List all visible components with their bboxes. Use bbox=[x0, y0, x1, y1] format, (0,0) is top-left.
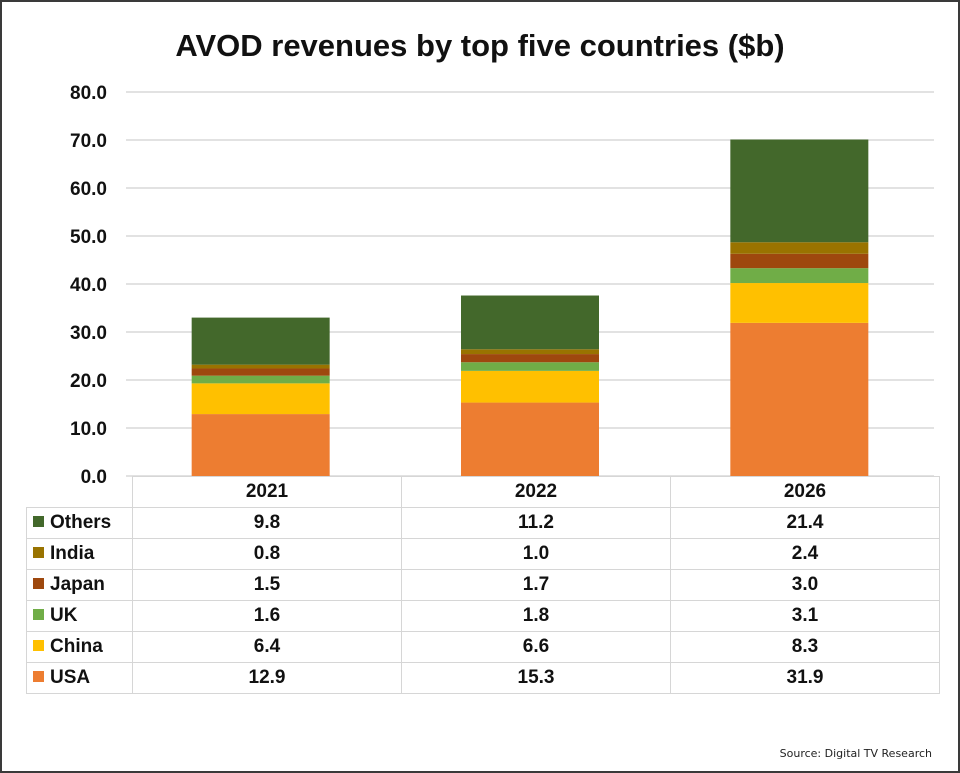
bar-stack-2022 bbox=[461, 295, 599, 476]
data-label: 3.1 bbox=[670, 600, 940, 632]
bar-segment-india-2022 bbox=[461, 349, 599, 355]
data-label: 9.8 bbox=[132, 507, 402, 539]
data-label: 0.8 bbox=[132, 538, 402, 570]
bar-segment-others-2026 bbox=[730, 139, 869, 243]
data-label: 1.6 bbox=[132, 600, 402, 632]
table-header-row: 2021 2022 2026 bbox=[26, 476, 940, 508]
data-label: 6.4 bbox=[132, 631, 402, 663]
legend-swatch-icon bbox=[33, 547, 44, 558]
y-tick-label: 80.0 bbox=[70, 83, 107, 104]
legend-entry: UK bbox=[26, 600, 133, 632]
table-row-china: China 6.4 6.6 8.3 bbox=[26, 631, 940, 663]
bar-segment-uk-2026 bbox=[730, 268, 869, 284]
legend-label: USA bbox=[50, 667, 91, 688]
bar-segment-usa-2022 bbox=[461, 402, 599, 476]
x-tick-label: 2026 bbox=[670, 476, 940, 508]
table-row-india: India 0.8 1.0 2.4 bbox=[26, 538, 940, 570]
data-label: 1.7 bbox=[401, 569, 671, 601]
table-row-others: Others 9.8 11.2 21.4 bbox=[26, 507, 940, 539]
table-row-usa: USA 12.9 15.3 31.9 bbox=[26, 662, 940, 694]
y-tick-label: 30.0 bbox=[70, 323, 107, 344]
legend-entry: India bbox=[26, 538, 133, 570]
bar-segment-china-2026 bbox=[730, 283, 869, 323]
table-row-japan: Japan 1.5 1.7 3.0 bbox=[26, 569, 940, 601]
bar-stacks bbox=[191, 139, 869, 476]
bar-segment-others-2022 bbox=[461, 295, 599, 350]
y-tick-label: 50.0 bbox=[70, 227, 107, 248]
legend-entry: China bbox=[26, 631, 133, 663]
bar-stack-2026 bbox=[730, 139, 869, 476]
bar-segment-japan-2026 bbox=[730, 253, 869, 269]
legend-label: UK bbox=[50, 605, 78, 626]
bar-segment-usa-2026 bbox=[730, 322, 869, 476]
y-tick-label: 70.0 bbox=[70, 131, 107, 152]
legend-label: Others bbox=[50, 512, 112, 533]
chart-title: AVOD revenues by top five countries ($b) bbox=[175, 28, 785, 63]
legend-swatch-icon bbox=[33, 640, 44, 651]
source-note: Source: Digital TV Research bbox=[779, 747, 932, 760]
data-label: 21.4 bbox=[670, 507, 940, 539]
y-axis-tick-labels: 0.010.020.030.040.050.060.070.080.0 bbox=[70, 83, 107, 488]
data-label: 1.5 bbox=[132, 569, 402, 601]
bar-segment-china-2021 bbox=[191, 383, 330, 415]
legend-label: China bbox=[50, 636, 103, 657]
x-tick-label: 2021 bbox=[132, 476, 402, 508]
bar-segment-india-2021 bbox=[191, 364, 330, 369]
data-label: 1.0 bbox=[401, 538, 671, 570]
data-label: 1.8 bbox=[401, 600, 671, 632]
y-tick-label: 10.0 bbox=[70, 419, 107, 440]
bar-segment-uk-2021 bbox=[191, 375, 330, 384]
data-label: 15.3 bbox=[401, 662, 671, 694]
data-label: 8.3 bbox=[670, 631, 940, 663]
legend-swatch-icon bbox=[33, 609, 44, 620]
data-label: 6.6 bbox=[401, 631, 671, 663]
bar-segment-usa-2021 bbox=[191, 414, 330, 476]
data-label: 2.4 bbox=[670, 538, 940, 570]
data-label: 12.9 bbox=[132, 662, 402, 694]
y-tick-label: 40.0 bbox=[70, 275, 107, 296]
bar-segment-india-2026 bbox=[730, 242, 869, 254]
table-corner bbox=[26, 476, 133, 508]
legend-label: Japan bbox=[50, 574, 105, 595]
legend-swatch-icon bbox=[33, 516, 44, 527]
legend-swatch-icon bbox=[33, 578, 44, 589]
legend-entry: USA bbox=[26, 662, 133, 694]
data-label: 3.0 bbox=[670, 569, 940, 601]
legend-entry: Others bbox=[26, 507, 133, 539]
bar-segment-japan-2022 bbox=[461, 354, 599, 363]
y-tick-label: 20.0 bbox=[70, 371, 107, 392]
bar-segment-others-2021 bbox=[191, 317, 330, 365]
data-label: 31.9 bbox=[670, 662, 940, 694]
legend-label: India bbox=[50, 543, 95, 564]
y-tick-label: 60.0 bbox=[70, 179, 107, 200]
bar-segment-uk-2022 bbox=[461, 362, 599, 371]
data-table: 2021 2022 2026 Others 9.8 11.2 21.4 India 0.8 1.0… bbox=[26, 476, 940, 694]
legend-swatch-icon bbox=[33, 671, 44, 682]
bar-segment-japan-2021 bbox=[191, 368, 330, 376]
bar-segment-china-2022 bbox=[461, 370, 599, 403]
legend-entry: Japan bbox=[26, 569, 133, 601]
table-row-uk: UK 1.6 1.8 3.1 bbox=[26, 600, 940, 632]
bar-stack-2021 bbox=[191, 317, 330, 476]
x-tick-label: 2022 bbox=[401, 476, 671, 508]
data-label: 11.2 bbox=[401, 507, 671, 539]
